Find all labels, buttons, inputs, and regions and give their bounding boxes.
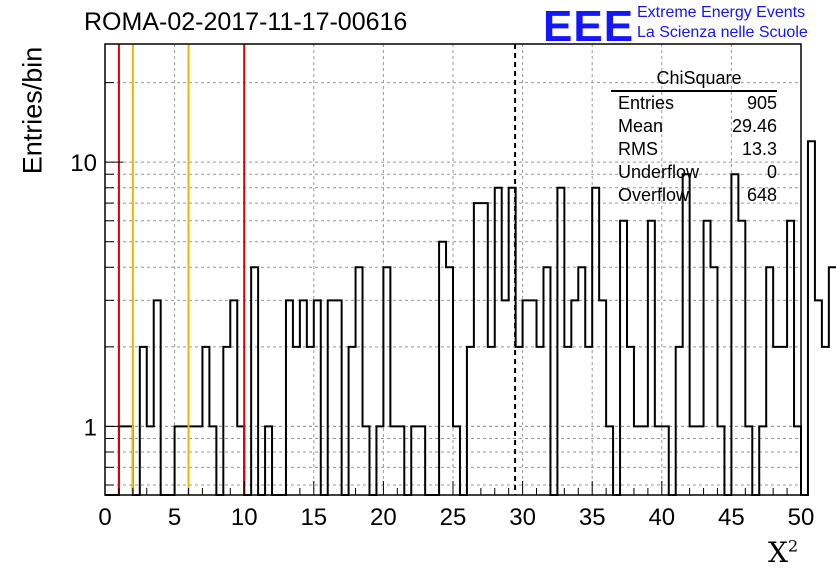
chart-title: ROMA-02-2017-11-17-00616 — [84, 8, 408, 36]
x-tick-label: 10 — [231, 504, 258, 531]
y-tick-label: 10 — [70, 150, 97, 177]
x-tick-label: 0 — [98, 504, 111, 531]
x-tick-label: 30 — [509, 504, 536, 531]
eee-logo-icon: EEE — [543, 2, 635, 51]
x-tick-label: 15 — [300, 504, 327, 531]
stats-row-rms: RMS 13.3 — [611, 138, 777, 161]
histogram-series — [105, 140, 836, 496]
stats-row-entries: Entries 905 — [611, 92, 777, 115]
stats-value: 13.3 — [741, 139, 777, 159]
x-tick-label: 40 — [648, 504, 675, 531]
x-axis-label-base: X — [768, 536, 788, 569]
stats-value: 29.46 — [731, 116, 777, 136]
stats-label: Entries — [618, 93, 675, 113]
stats-box-title: ChiSquare — [611, 66, 777, 92]
stats-value: 905 — [746, 93, 777, 113]
y-tick-label: 1 — [84, 414, 97, 441]
x-axis-label: X2 — [768, 536, 798, 569]
x-tick-label: 20 — [370, 504, 397, 531]
stats-label: RMS — [618, 139, 658, 159]
stats-label: Underflow — [618, 162, 700, 182]
logo-text-line1: Extreme Energy Events — [637, 4, 806, 21]
x-tick-label: 25 — [440, 504, 467, 531]
x-tick-label: 5 — [168, 504, 181, 531]
stats-value: 0 — [766, 162, 777, 182]
x-tick-label: 50 — [788, 504, 815, 531]
stats-box: ChiSquare Entries 905 Mean 29.46 RMS 13.3 U… — [611, 66, 777, 207]
stats-row-mean: Mean 29.46 — [611, 115, 777, 138]
x-axis-label-sup: 2 — [787, 536, 799, 556]
stats-value: 648 — [746, 185, 777, 205]
stats-row-underflow: Underflow 0 — [611, 161, 777, 184]
stats-label: Overflow — [618, 185, 690, 205]
stats-label: Mean — [618, 116, 664, 136]
x-tick-label: 45 — [718, 504, 745, 531]
stats-row-overflow: Overflow 648 — [611, 184, 777, 207]
y-axis-label: Entries/bin — [17, 46, 48, 175]
x-tick-label: 35 — [579, 504, 606, 531]
logo-text-line2: La Scienza nelle Scuole — [637, 24, 808, 41]
